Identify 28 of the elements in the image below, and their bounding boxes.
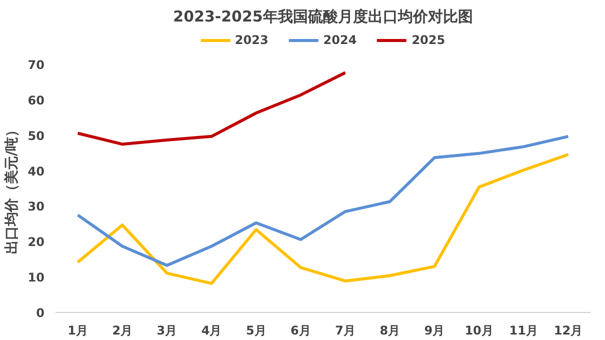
y-tick-label: 30 [28, 200, 45, 214]
line-series [76, 152, 570, 285]
x-tick-label: 11月 [509, 324, 538, 338]
y-tick-label: 60 [28, 93, 45, 108]
y-axis-title: 出口均价（美元/吨） [2, 122, 20, 254]
x-tick-label: 12月 [554, 324, 583, 338]
legend-label: 2024 [323, 32, 357, 46]
legend-label: 2023 [234, 32, 268, 46]
chart-title: 2023-2025年我国硫酸月度出口均价对比图 [173, 8, 473, 26]
x-tick-label: 8月 [380, 324, 400, 338]
x-tick-label: 4月 [201, 324, 222, 338]
x-tick-label: 5月 [246, 324, 266, 338]
x-tick-label: 9月 [424, 324, 445, 338]
y-tick-label: 40 [28, 164, 45, 178]
line-series [76, 71, 347, 146]
x-tick-label: 10月 [464, 324, 494, 338]
x-tick-label: 1月 [68, 324, 88, 338]
x-tick-label: 3月 [156, 324, 178, 338]
x-tick-label: 2月 [112, 324, 133, 338]
x-tick-label: 6月 [290, 324, 311, 338]
y-tick-label: 20 [28, 235, 45, 250]
legend-label: 2025 [412, 32, 446, 46]
y-tick-label: 50 [28, 128, 45, 143]
y-tick-label: 10 [28, 270, 45, 285]
line-series [76, 134, 570, 267]
y-tick-label: 0 [36, 306, 45, 320]
y-tick-label: 70 [28, 58, 45, 72]
x-tick-label: 7月 [335, 324, 356, 338]
